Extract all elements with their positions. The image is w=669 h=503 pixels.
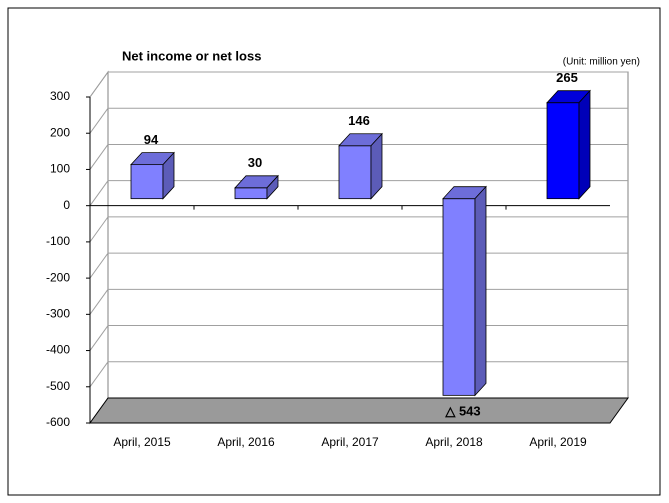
- value-label: 265: [556, 70, 578, 85]
- value-label: △ 543: [444, 403, 480, 418]
- value-label: 146: [348, 113, 370, 128]
- y-tick-label: 300: [50, 89, 70, 103]
- x-tick-label: April, 2018: [425, 435, 483, 449]
- x-tick-label: April, 2017: [321, 435, 379, 449]
- x-tick-label: April, 2015: [113, 435, 171, 449]
- value-label: 30: [248, 155, 262, 170]
- grid-line-side: [89, 71, 109, 98]
- grid-line-side: [89, 361, 109, 388]
- x-tick-label: April, 2019: [529, 435, 587, 449]
- floor: [89, 397, 629, 424]
- side-wall: [89, 70, 109, 425]
- y-tick-label: -600: [46, 415, 70, 429]
- grid-line-side: [89, 180, 109, 206]
- grid-line-side: [89, 216, 109, 243]
- bar: [130, 164, 164, 200]
- bar: [234, 187, 268, 200]
- bar: [546, 102, 580, 200]
- y-tick-label: -300: [46, 307, 70, 321]
- y-tick-label: 200: [50, 125, 70, 139]
- y-tick-label: -400: [46, 343, 70, 357]
- chart-title: Net income or net loss: [122, 48, 261, 63]
- bar-side: [474, 185, 487, 397]
- grid-line-side: [89, 325, 109, 351]
- bar: [442, 198, 476, 396]
- grid-line-side: [89, 252, 109, 279]
- x-tick-label: April, 2016: [217, 435, 275, 449]
- bar-side: [370, 132, 383, 200]
- bar: [338, 145, 372, 200]
- bar-side: [266, 174, 279, 200]
- value-label: 94: [144, 132, 159, 147]
- bar-side: [578, 89, 591, 200]
- y-tick-label: -100: [46, 234, 70, 248]
- y-tick-label: 0: [63, 198, 70, 212]
- unit-note: (Unit: million yen): [563, 57, 640, 68]
- y-tick-label: -200: [46, 270, 70, 284]
- y-tick-label: -500: [46, 379, 70, 393]
- grid-line-side: [89, 107, 109, 134]
- bar-side: [162, 151, 175, 200]
- grid-line-side: [89, 289, 109, 315]
- grid-line-side: [89, 144, 109, 170]
- y-tick-label: 100: [50, 162, 70, 176]
